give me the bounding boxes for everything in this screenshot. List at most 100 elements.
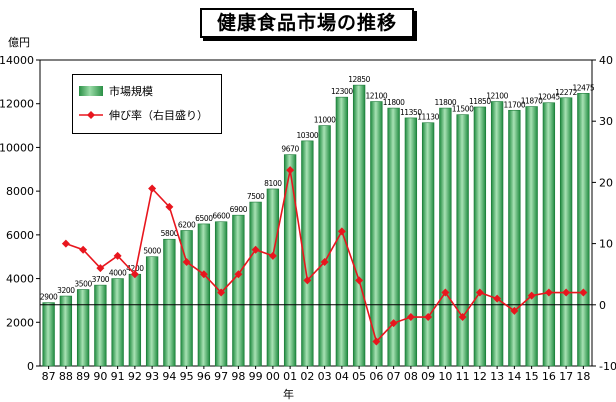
bar <box>473 106 487 367</box>
growth-point <box>475 288 484 297</box>
legend-label-market-size: 市場規模 <box>109 85 153 98</box>
bar <box>249 201 262 367</box>
bar <box>163 238 176 367</box>
x-tick-label: 91 <box>111 370 125 383</box>
bar-value-label: 3200 <box>57 286 75 295</box>
growth-point <box>389 319 398 328</box>
bar-value-label: 12300 <box>331 87 353 96</box>
bar-value-label: 12100 <box>486 92 508 101</box>
growth-point <box>544 288 553 297</box>
bar <box>266 188 280 367</box>
bar-value-label: 2900 <box>40 293 58 302</box>
growth-point <box>148 184 157 193</box>
bar-value-label: 5800 <box>161 229 179 238</box>
x-tick-label: 14 <box>507 370 521 383</box>
growth-point <box>113 251 122 260</box>
x-tick-label: 99 <box>249 370 263 383</box>
bar <box>59 295 73 367</box>
bar-value-label: 6200 <box>178 220 196 229</box>
x-tick-label: 06 <box>369 370 383 383</box>
x-tick-label: 94 <box>162 370 176 383</box>
x-tick-label: 87 <box>42 370 56 383</box>
bar-value-label: 12475 <box>572 83 594 92</box>
growth-point <box>165 202 174 211</box>
bar-value-label: 11000 <box>314 116 336 125</box>
x-tick-label: 01 <box>283 370 297 383</box>
bar-value-label: 6900 <box>230 205 248 214</box>
bar-value-label: 11870 <box>521 97 543 106</box>
x-tick-label: 03 <box>318 370 332 383</box>
y-right-tick-label: 0 <box>599 299 606 312</box>
growth-point <box>303 276 312 285</box>
bar-value-label: 11500 <box>452 105 474 114</box>
bar-value-label: 3500 <box>74 280 92 289</box>
growth-point <box>182 257 191 266</box>
bar <box>76 289 90 367</box>
x-tick-label: 04 <box>335 370 349 383</box>
x-tick-label: 89 <box>76 370 90 383</box>
bar <box>525 106 538 367</box>
bar-value-label: 6500 <box>195 214 213 223</box>
bar-value-label: 11350 <box>400 108 422 117</box>
legend-item-market-size: 市場規模 <box>79 81 153 101</box>
x-tick-label: 95 <box>180 370 194 383</box>
x-tick-label: 93 <box>145 370 159 383</box>
y-right-tick-label: 30 <box>599 115 613 128</box>
x-tick-label: 07 <box>387 370 401 383</box>
bar-value-label: 10300 <box>296 131 318 140</box>
y-left-tick-label: 12000 <box>0 98 34 111</box>
x-tick-label: 13 <box>490 370 504 383</box>
growth-point <box>579 288 588 297</box>
x-tick-label: 09 <box>421 370 435 383</box>
growth-point <box>199 270 208 279</box>
y-right-tick-label: 40 <box>599 54 613 67</box>
growth-point <box>458 313 467 322</box>
y-left-tick-label: 6000 <box>6 229 34 242</box>
bar <box>128 273 142 367</box>
x-unit-label: 年 <box>283 388 294 401</box>
y-right-tick-label: 10 <box>599 238 613 251</box>
bar-value-label: 12850 <box>348 75 370 84</box>
plot-frame <box>39 59 593 367</box>
growth-point <box>355 276 364 285</box>
x-tick-label: 15 <box>525 370 539 383</box>
x-tick-label: 18 <box>576 370 590 383</box>
bar <box>232 214 245 367</box>
bar <box>94 284 107 367</box>
growth-point <box>406 313 415 322</box>
x-tick-label: 92 <box>128 370 142 383</box>
growth-point <box>510 306 519 315</box>
x-tick-label: 11 <box>456 370 470 383</box>
bar-value-label: 8100 <box>264 179 282 188</box>
growth-point <box>251 245 260 254</box>
x-tick-label: 02 <box>300 370 314 383</box>
bar <box>559 97 573 367</box>
bar <box>508 109 521 367</box>
bar-value-label: 5000 <box>143 247 161 256</box>
bar-value-label: 11850 <box>469 97 491 106</box>
bar-value-label: 11800 <box>434 98 456 107</box>
x-tick-label: 17 <box>559 370 573 383</box>
bar <box>145 256 159 367</box>
bar-value-label: 12045 <box>538 93 560 102</box>
growth-point <box>493 294 502 303</box>
growth-point <box>527 291 536 300</box>
x-tick-label: 08 <box>404 370 418 383</box>
legend-swatch-bar <box>79 86 103 96</box>
growth-point <box>217 288 226 297</box>
growth-point <box>320 257 329 266</box>
bar <box>404 117 418 367</box>
bar-value-label: 11800 <box>383 98 405 107</box>
legend: 市場規模 伸び率（右目盛り） <box>72 74 222 134</box>
bar-value-label: 12272 <box>555 88 577 97</box>
chart-title: 健康食品市場の推移 <box>200 8 414 38</box>
x-tick-label: 10 <box>438 370 452 383</box>
growth-point <box>79 245 88 254</box>
bar <box>283 154 297 367</box>
bar-value-label: 7500 <box>247 192 265 201</box>
y-left-tick-label: 14000 <box>0 54 34 67</box>
x-tick-label: 16 <box>542 370 556 383</box>
growth-point <box>268 251 277 260</box>
